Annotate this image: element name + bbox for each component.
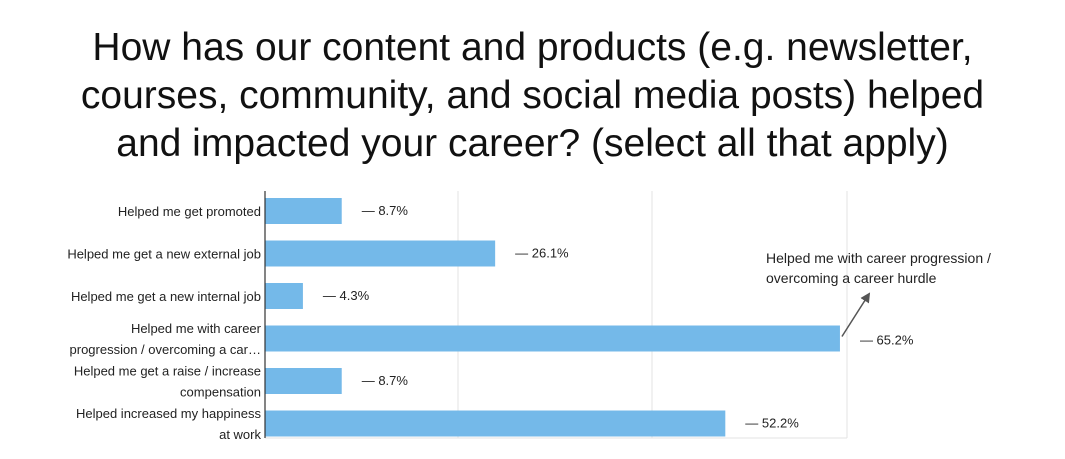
data-label-1: — 8.7%: [362, 203, 409, 218]
data-label-2: — 26.1%: [515, 246, 569, 261]
annotation-text-line-1: Helped me with career progression /: [766, 250, 991, 266]
category-label-4: Helped me with career progression / overc…: [70, 321, 262, 357]
data-label-4: — 65.2%: [860, 333, 914, 348]
category-label-6-line-2: at work: [219, 427, 261, 442]
category-label-4-line-2: progression / overcoming a car…: [70, 342, 261, 357]
bars: [265, 198, 840, 437]
category-label-1: Helped me get promoted: [118, 204, 261, 219]
category-label-1-line-1: Helped me get promoted: [118, 204, 261, 219]
data-labels: — 8.7% — 26.1% — 4.3% — 65.2% — 8.7% — 52.2%: [323, 203, 914, 431]
category-label-6: Helped increased my happiness at work: [76, 406, 261, 442]
category-label-3-line-1: Helped me get a new internal job: [71, 289, 261, 304]
category-label-2: Helped me get a new external job: [67, 247, 261, 262]
category-label-6-line-1: Helped increased my happiness: [76, 406, 261, 421]
bar-5: [265, 368, 342, 394]
category-label-3: Helped me get a new internal job: [71, 289, 261, 304]
chart-title: How has our content and products (e.g. n…: [0, 24, 1065, 168]
category-labels: Helped me get promoted Helped me get a ne…: [67, 204, 261, 442]
category-label-4-line-1: Helped me with career: [131, 321, 262, 336]
bar-3: [265, 283, 303, 309]
category-label-5: Helped me get a raise / increase compensa…: [74, 364, 261, 400]
bar-1: [265, 198, 342, 224]
category-label-2-line-1: Helped me get a new external job: [67, 247, 261, 262]
data-label-6: — 52.2%: [745, 416, 799, 431]
data-label-5: — 8.7%: [362, 373, 409, 388]
bar-4: [265, 325, 840, 352]
chart-title-line-3: and impacted your career? (select all th…: [116, 122, 949, 165]
chart-title-line-1: How has our content and products (e.g. n…: [92, 26, 973, 69]
annotation: Helped me with career progression / overc…: [766, 250, 991, 337]
annotation-arrow: [841, 292, 871, 337]
category-label-5-line-2: compensation: [180, 385, 261, 400]
chart-title-line-2: courses, community, and social media pos…: [80, 74, 985, 117]
bar-2: [265, 240, 496, 267]
annotation-text: Helped me with career progression / overc…: [766, 250, 991, 286]
annotation-text-line-2: overcoming a career hurdle: [766, 270, 937, 286]
gridlines: [265, 191, 848, 439]
data-label-3: — 4.3%: [323, 288, 370, 303]
category-label-5-line-1: Helped me get a raise / increase: [74, 364, 261, 379]
bar-6: [265, 410, 726, 437]
